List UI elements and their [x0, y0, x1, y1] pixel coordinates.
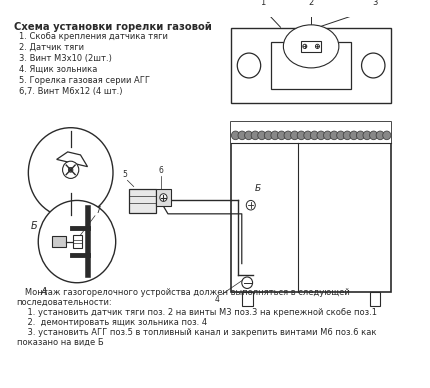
Bar	[52, 236, 66, 247]
Circle shape	[376, 131, 384, 140]
Text: 1. установить датчик тяги поз. 2 на винты М3 поз.3 на крепежной скобе поз.1: 1. установить датчик тяги поз. 2 на винт…	[17, 308, 377, 317]
Circle shape	[237, 53, 261, 78]
Circle shape	[337, 131, 345, 140]
Circle shape	[68, 167, 73, 172]
Text: 3: 3	[372, 0, 378, 7]
Text: 2. Датчик тяги: 2. Датчик тяги	[19, 43, 84, 52]
Text: 6: 6	[158, 166, 163, 175]
Bar	[231, 28, 391, 103]
Circle shape	[317, 131, 325, 140]
Text: Схема установки горелки газовой: Схема установки горелки газовой	[14, 21, 212, 31]
Text: 2.  демонтировать ящик зольника поз. 4: 2. демонтировать ящик зольника поз. 4	[17, 318, 207, 327]
Text: 2: 2	[308, 0, 314, 7]
Circle shape	[316, 44, 319, 48]
Circle shape	[350, 131, 358, 140]
Bar	[271, 42, 351, 89]
Text: А: А	[41, 287, 48, 296]
Ellipse shape	[283, 25, 339, 68]
Circle shape	[369, 131, 378, 140]
Text: 4. Ящик зольника: 4. Ящик зольника	[19, 65, 98, 74]
Circle shape	[330, 131, 338, 140]
Bar	[301, 41, 321, 52]
Circle shape	[28, 128, 113, 218]
Text: последовательности:: последовательности:	[17, 298, 112, 307]
Circle shape	[343, 131, 351, 140]
Circle shape	[363, 131, 371, 140]
Circle shape	[284, 131, 292, 140]
Bar	[74, 235, 83, 248]
Circle shape	[246, 201, 255, 210]
Circle shape	[271, 131, 279, 140]
Circle shape	[160, 194, 167, 201]
Circle shape	[303, 44, 307, 48]
Circle shape	[242, 277, 252, 288]
Bar	[370, 292, 381, 306]
Circle shape	[38, 201, 116, 283]
Text: 1: 1	[260, 0, 265, 7]
Circle shape	[297, 131, 305, 140]
Circle shape	[362, 53, 385, 78]
Text: 3. Винт М3х10 (2шт.): 3. Винт М3х10 (2шт.)	[19, 54, 112, 63]
Circle shape	[251, 131, 259, 140]
Circle shape	[245, 131, 253, 140]
Circle shape	[310, 131, 319, 140]
Circle shape	[323, 131, 332, 140]
Text: 6,7. Винт М6х12 (4 шт.): 6,7. Винт М6х12 (4 шт.)	[19, 87, 123, 96]
Text: показано на виде Б: показано на виде Б	[17, 338, 103, 347]
Text: 7: 7	[95, 206, 100, 215]
Text: 1. Скоба крепления датчика тяги: 1. Скоба крепления датчика тяги	[19, 32, 168, 41]
Circle shape	[258, 131, 266, 140]
Circle shape	[291, 131, 299, 140]
Bar	[156, 189, 171, 206]
Circle shape	[63, 161, 79, 178]
Text: Б: Б	[255, 184, 261, 193]
Circle shape	[231, 131, 240, 140]
Bar	[231, 122, 391, 292]
Text: Б: Б	[31, 222, 38, 232]
Circle shape	[356, 131, 365, 140]
Bar	[242, 292, 252, 306]
Text: 3. установить АГГ поз.5 в топливный канал и закрепить винтами М6 поз.6 как: 3. установить АГГ поз.5 в топливный кана…	[17, 328, 376, 337]
Circle shape	[383, 131, 391, 140]
Text: 4: 4	[215, 295, 220, 304]
Text: Монтаж газогорелочного устройства должен выполняться в следующей: Монтаж газогорелочного устройства должен…	[17, 288, 350, 296]
Text: 5. Горелка газовая серии АГГ: 5. Горелка газовая серии АГГ	[19, 76, 150, 85]
Circle shape	[238, 131, 246, 140]
Text: 5: 5	[122, 170, 127, 179]
Circle shape	[304, 131, 312, 140]
Circle shape	[264, 131, 273, 140]
Bar	[129, 189, 156, 213]
Bar	[231, 122, 391, 143]
Circle shape	[277, 131, 286, 140]
Polygon shape	[57, 152, 88, 167]
